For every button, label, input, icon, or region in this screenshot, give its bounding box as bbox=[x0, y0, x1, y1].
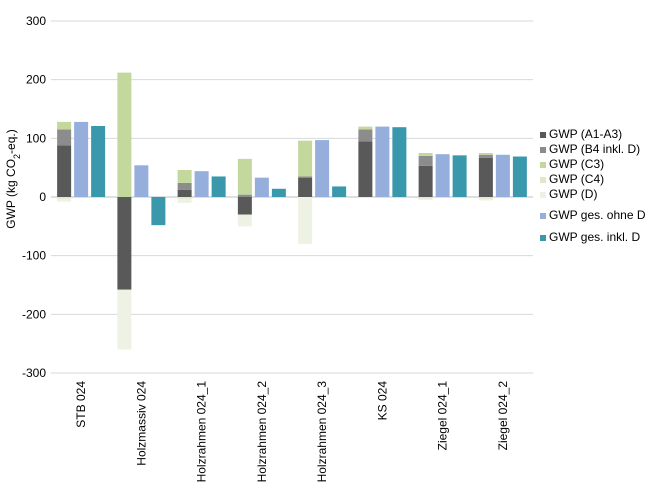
legend: GWP (A1-A3)GWP (B4 inkl. D)GWP (C3)GWP (… bbox=[540, 127, 646, 244]
bar-segment bbox=[237, 158, 252, 195]
x-tick-label: Holzrahmen 024_2 bbox=[255, 381, 269, 483]
bar bbox=[254, 177, 269, 197]
legend-label: GWP (B4 inkl. D) bbox=[549, 142, 640, 156]
legend-swatch bbox=[540, 192, 546, 198]
legend-swatch bbox=[540, 132, 546, 138]
bar-segment bbox=[177, 198, 192, 203]
bar-segment bbox=[478, 197, 493, 199]
bar-segment bbox=[57, 198, 72, 202]
legend-swatch bbox=[540, 162, 546, 168]
legend-label: GWP (D) bbox=[549, 187, 597, 201]
y-tick-label: 0 bbox=[39, 190, 46, 204]
y-tick-label: 200 bbox=[26, 73, 46, 87]
bar bbox=[332, 186, 347, 197]
bar-segment bbox=[298, 140, 313, 177]
bar bbox=[435, 154, 450, 197]
y-axis-title: GWP (kg CO2-eq.) bbox=[4, 129, 22, 229]
bar-segment bbox=[418, 198, 433, 200]
bar-segment bbox=[298, 177, 313, 197]
bar-segment bbox=[298, 176, 313, 178]
legend-label: GWP (C3) bbox=[549, 157, 604, 171]
bar-segment bbox=[117, 197, 132, 290]
bar-segment bbox=[478, 198, 493, 201]
bar-segment bbox=[177, 170, 192, 183]
y-tick-label: -300 bbox=[22, 366, 46, 380]
bar bbox=[315, 140, 330, 197]
bar bbox=[452, 155, 467, 197]
bar bbox=[151, 197, 166, 226]
y-tick-label: 100 bbox=[26, 131, 46, 145]
bars bbox=[57, 72, 527, 350]
bar-segment bbox=[237, 214, 252, 227]
bar bbox=[134, 165, 149, 197]
bar-segment bbox=[57, 197, 72, 199]
x-tick-label: Holzrahmen 024_1 bbox=[195, 381, 209, 483]
bar-segment bbox=[418, 165, 433, 197]
bar bbox=[512, 156, 527, 197]
bar-segment bbox=[358, 129, 373, 142]
bar-segment bbox=[358, 197, 373, 199]
legend-label: GWP ges. inkl. D bbox=[549, 230, 640, 244]
bar bbox=[211, 176, 226, 197]
bar-segment bbox=[177, 197, 192, 199]
bar-segment bbox=[57, 129, 72, 146]
bar-segment bbox=[358, 197, 373, 198]
bar-segment bbox=[478, 153, 493, 155]
x-tick-label: Ziegel 024_1 bbox=[436, 381, 450, 451]
y-tick-label: -100 bbox=[22, 249, 46, 263]
bar-segment bbox=[478, 154, 493, 158]
bar-segment bbox=[117, 289, 132, 350]
y-axis-ticks: 300 200 100 0 -100 -200 -300 bbox=[22, 14, 46, 380]
bar-segment bbox=[177, 189, 192, 197]
legend-label: GWP ges. ohne D bbox=[549, 208, 646, 222]
bar-segment bbox=[478, 157, 493, 197]
x-axis-ticks: STB 024 Holzmassiv 024 Holzrahmen 024_1 Hol… bbox=[74, 381, 510, 483]
bar-segment bbox=[298, 197, 313, 244]
bar-segment bbox=[57, 145, 72, 197]
bar-segment bbox=[57, 121, 72, 130]
bar bbox=[495, 154, 510, 197]
bar-segment bbox=[358, 126, 373, 130]
legend-swatch bbox=[540, 177, 546, 183]
legend-label: GWP (C4) bbox=[549, 172, 604, 186]
bar bbox=[392, 127, 407, 197]
bar-segment bbox=[237, 194, 252, 197]
x-tick-label: Holzrahmen 024_3 bbox=[315, 381, 329, 483]
y-tick-label: -200 bbox=[22, 307, 46, 321]
x-tick-label: Holzmassiv 024 bbox=[134, 381, 148, 466]
bar-segment bbox=[237, 197, 252, 215]
x-tick-label: KS 024 bbox=[375, 381, 389, 421]
legend-swatch bbox=[540, 213, 546, 219]
bar bbox=[74, 121, 89, 197]
bar-segment bbox=[177, 182, 192, 190]
bar-segment bbox=[358, 141, 373, 197]
x-tick-label: Ziegel 024_2 bbox=[496, 381, 510, 451]
bar-segment bbox=[418, 153, 433, 156]
bar bbox=[91, 126, 106, 197]
bar-segment bbox=[117, 72, 132, 197]
bar bbox=[271, 188, 286, 197]
bar bbox=[375, 126, 390, 197]
legend-swatch bbox=[540, 147, 546, 153]
legend-label: GWP (A1-A3) bbox=[549, 127, 622, 141]
y-tick-label: 300 bbox=[26, 14, 46, 28]
bar-segment bbox=[418, 197, 433, 199]
bar-segment bbox=[418, 155, 433, 166]
x-tick-label: STB 024 bbox=[74, 381, 88, 428]
bar bbox=[194, 171, 209, 197]
legend-swatch bbox=[540, 235, 546, 241]
